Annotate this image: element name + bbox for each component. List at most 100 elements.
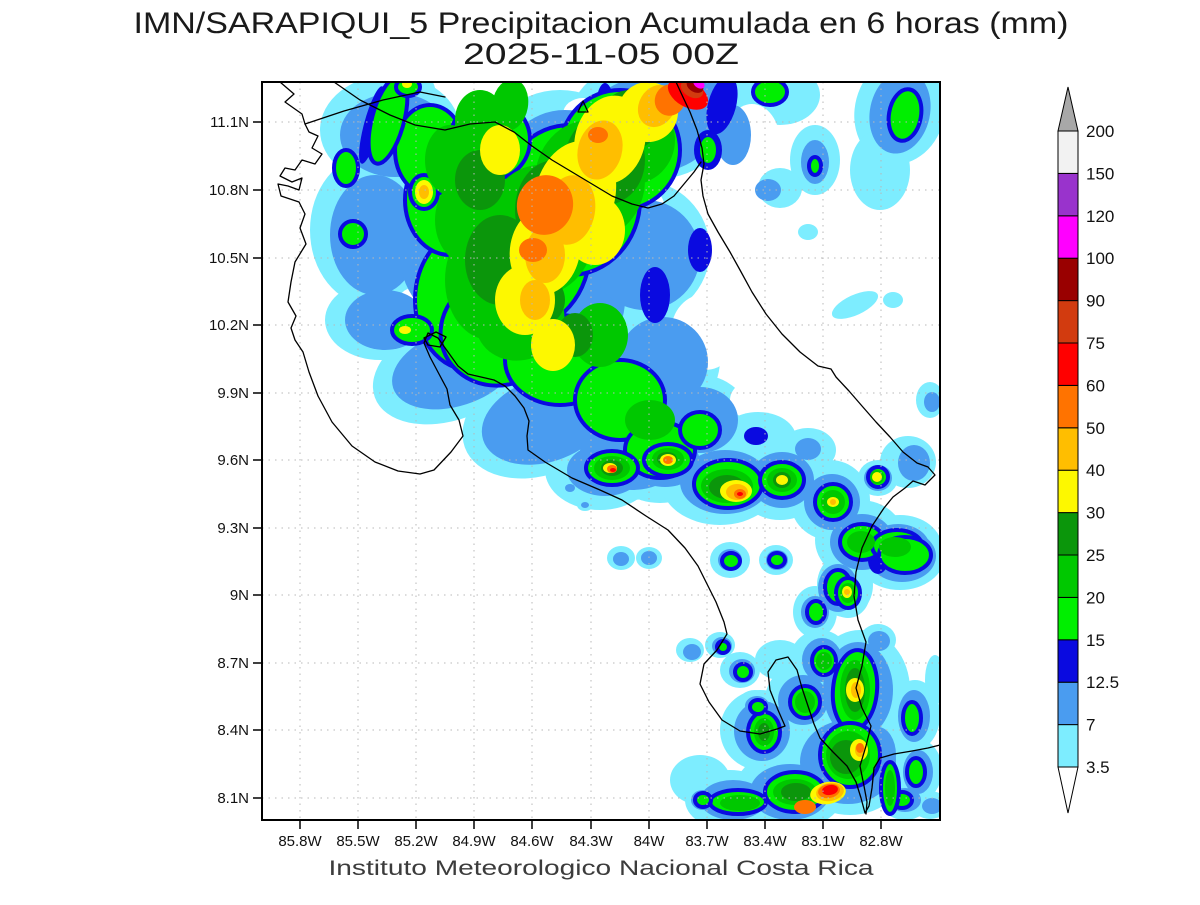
precip-shade-level-20 — [491, 82, 529, 131]
precip-shade-level-15 — [332, 148, 360, 188]
precip-shade-level-50 — [588, 127, 608, 143]
y-tick-label: 9.9N — [217, 385, 249, 402]
colorbar-segment — [1057, 342, 1079, 386]
colorbar-segment — [1057, 596, 1079, 641]
precip-shade-level-20 — [879, 537, 911, 557]
precip-shade-level-20 — [847, 531, 875, 553]
precip-shade-level-30 — [872, 472, 882, 482]
precip-shade-level-15 — [748, 698, 768, 716]
precip-shade-level-50 — [856, 743, 864, 753]
colorbar-level-label: 12.5 — [1086, 673, 1119, 692]
coastlines — [277, 81, 941, 815]
precipitation-field — [310, 82, 940, 820]
precip-shade-level-7 — [868, 631, 890, 651]
precip-shade-level-7 — [330, 175, 420, 295]
colorbar-level-label: 60 — [1086, 376, 1105, 395]
y-tick-label: 9N — [230, 587, 249, 604]
colorbar-segment — [1057, 130, 1079, 174]
precip-shade-level-12.5 — [744, 427, 768, 445]
precip-shade-level-25 — [758, 723, 770, 741]
axes: 85.8W 85.5W 85.2W 84.9W 84.6W 84.3W 84W 83.7W 83… — [209, 114, 904, 850]
precip-shade-level-15 — [678, 410, 722, 450]
precip-shade-level-15 — [905, 756, 927, 788]
colorbar-segment — [1057, 554, 1079, 598]
precip-shade-level-12.5 — [688, 228, 712, 272]
precip-shade-level-15 — [696, 133, 720, 167]
colorbar: 3.5 7 12.5 15 20 25 30 40 50 60 75 90 100 120 150 200 — [1057, 86, 1119, 814]
precip-shade-level-20 — [625, 400, 675, 440]
precip-shade-level-40 — [419, 185, 429, 199]
precip-shade-level-30 — [399, 326, 411, 334]
precip-shade-level-3.5 — [883, 292, 903, 308]
colorbar-level-label: 40 — [1086, 461, 1105, 480]
x-tick-label: 84.6W — [510, 833, 554, 850]
chart-valid-time: 2025-11-05 00Z — [463, 38, 739, 71]
y-tick-label: 10.2N — [209, 317, 249, 334]
precip-gap — [830, 193, 874, 237]
precip-shade-level-50 — [794, 800, 816, 814]
precip-shade-level-40 — [830, 499, 836, 505]
coastline-caribbean-and-panama-border — [675, 81, 936, 815]
colorbar-level-label: 100 — [1086, 249, 1114, 268]
colorbar-level-label: 75 — [1086, 334, 1105, 353]
colorbar-level-label: 90 — [1086, 292, 1105, 311]
colorbar-level-label: 50 — [1086, 419, 1105, 438]
colorbar-level-label: 150 — [1086, 164, 1114, 183]
precip-shade-level-60 — [737, 492, 743, 496]
colorbar-level-label: 200 — [1086, 122, 1114, 141]
colorbar-segment — [1057, 172, 1079, 217]
x-tick-label: 83.1W — [801, 833, 845, 850]
x-tick-label: 84.3W — [569, 833, 613, 850]
precip-shade-level-3.5 — [798, 224, 818, 240]
x-tick-label: 85.5W — [336, 833, 380, 850]
colorbar-segment — [1057, 215, 1079, 259]
colorbar-segment — [1057, 427, 1079, 471]
precip-shade-level-15 — [693, 791, 713, 809]
precip-shade-level-15 — [886, 87, 924, 143]
colorbar-segment — [1057, 257, 1079, 302]
coastline-pacific — [277, 81, 941, 814]
precip-shade-level-3.5 — [831, 291, 879, 319]
y-tick-label: 11.1N — [210, 114, 249, 131]
y-tick-label: 8.4N — [217, 722, 249, 739]
colorbar-level-label: 3.5 — [1086, 758, 1110, 777]
precip-shade-level-3.5 — [755, 640, 805, 680]
precip-shade-level-7 — [683, 644, 701, 660]
y-tick-label: 8.7N — [217, 655, 249, 672]
precip-shade-level-7 — [795, 438, 821, 460]
precip-shade-level-7 — [581, 502, 589, 508]
precip-shade-level-15 — [751, 82, 789, 107]
precip-shade-level-50 — [519, 238, 547, 262]
y-tick-label: 10.8N — [209, 182, 249, 199]
x-tick-label: 83.7W — [685, 833, 729, 850]
precip-shade-level-15 — [338, 219, 368, 249]
precip-shade-level-3.5 — [925, 655, 940, 705]
y-tick-label: 9.6N — [217, 452, 249, 469]
chart-title: IMN/SARAPIQUI_5 Precipitacion Acumulada … — [134, 7, 1069, 40]
footer-caption: Instituto Meteorologico Nacional Costa R… — [329, 857, 874, 880]
x-tick-label: 82.8W — [859, 833, 903, 850]
precip-shade-level-20 — [816, 652, 832, 670]
precip-shade-level-100 — [693, 82, 705, 89]
y-tick-label: 10.5N — [209, 250, 249, 267]
colorbar-arrow-top — [1057, 86, 1079, 132]
colorbar-segment — [1057, 300, 1079, 344]
x-tick-label: 85.8W — [278, 833, 322, 850]
precip-shade-level-30 — [531, 319, 575, 371]
precip-shade-level-7 — [898, 445, 930, 481]
colorbar-arrow-bottom — [1057, 766, 1079, 814]
colorbar-level-label: 7 — [1086, 716, 1095, 735]
precip-shade-level-20 — [795, 691, 815, 713]
colorbar-level-label: 120 — [1086, 207, 1114, 226]
precip-shade-level-15 — [733, 662, 753, 682]
precip-shade-level-7 — [755, 179, 781, 201]
x-tick-label: 84.9W — [452, 833, 496, 850]
precip-shade-level-15 — [390, 314, 434, 346]
precip-shade-level-7 — [924, 392, 940, 412]
y-tick-label: 9.3N — [217, 520, 249, 537]
precip-shade-level-7 — [613, 552, 629, 566]
precip-shade-level-20 — [885, 770, 895, 806]
precip-shade-level-30 — [776, 475, 788, 485]
precip-shade-level-50 — [663, 456, 673, 464]
precip-shade-level-30 — [402, 82, 412, 88]
